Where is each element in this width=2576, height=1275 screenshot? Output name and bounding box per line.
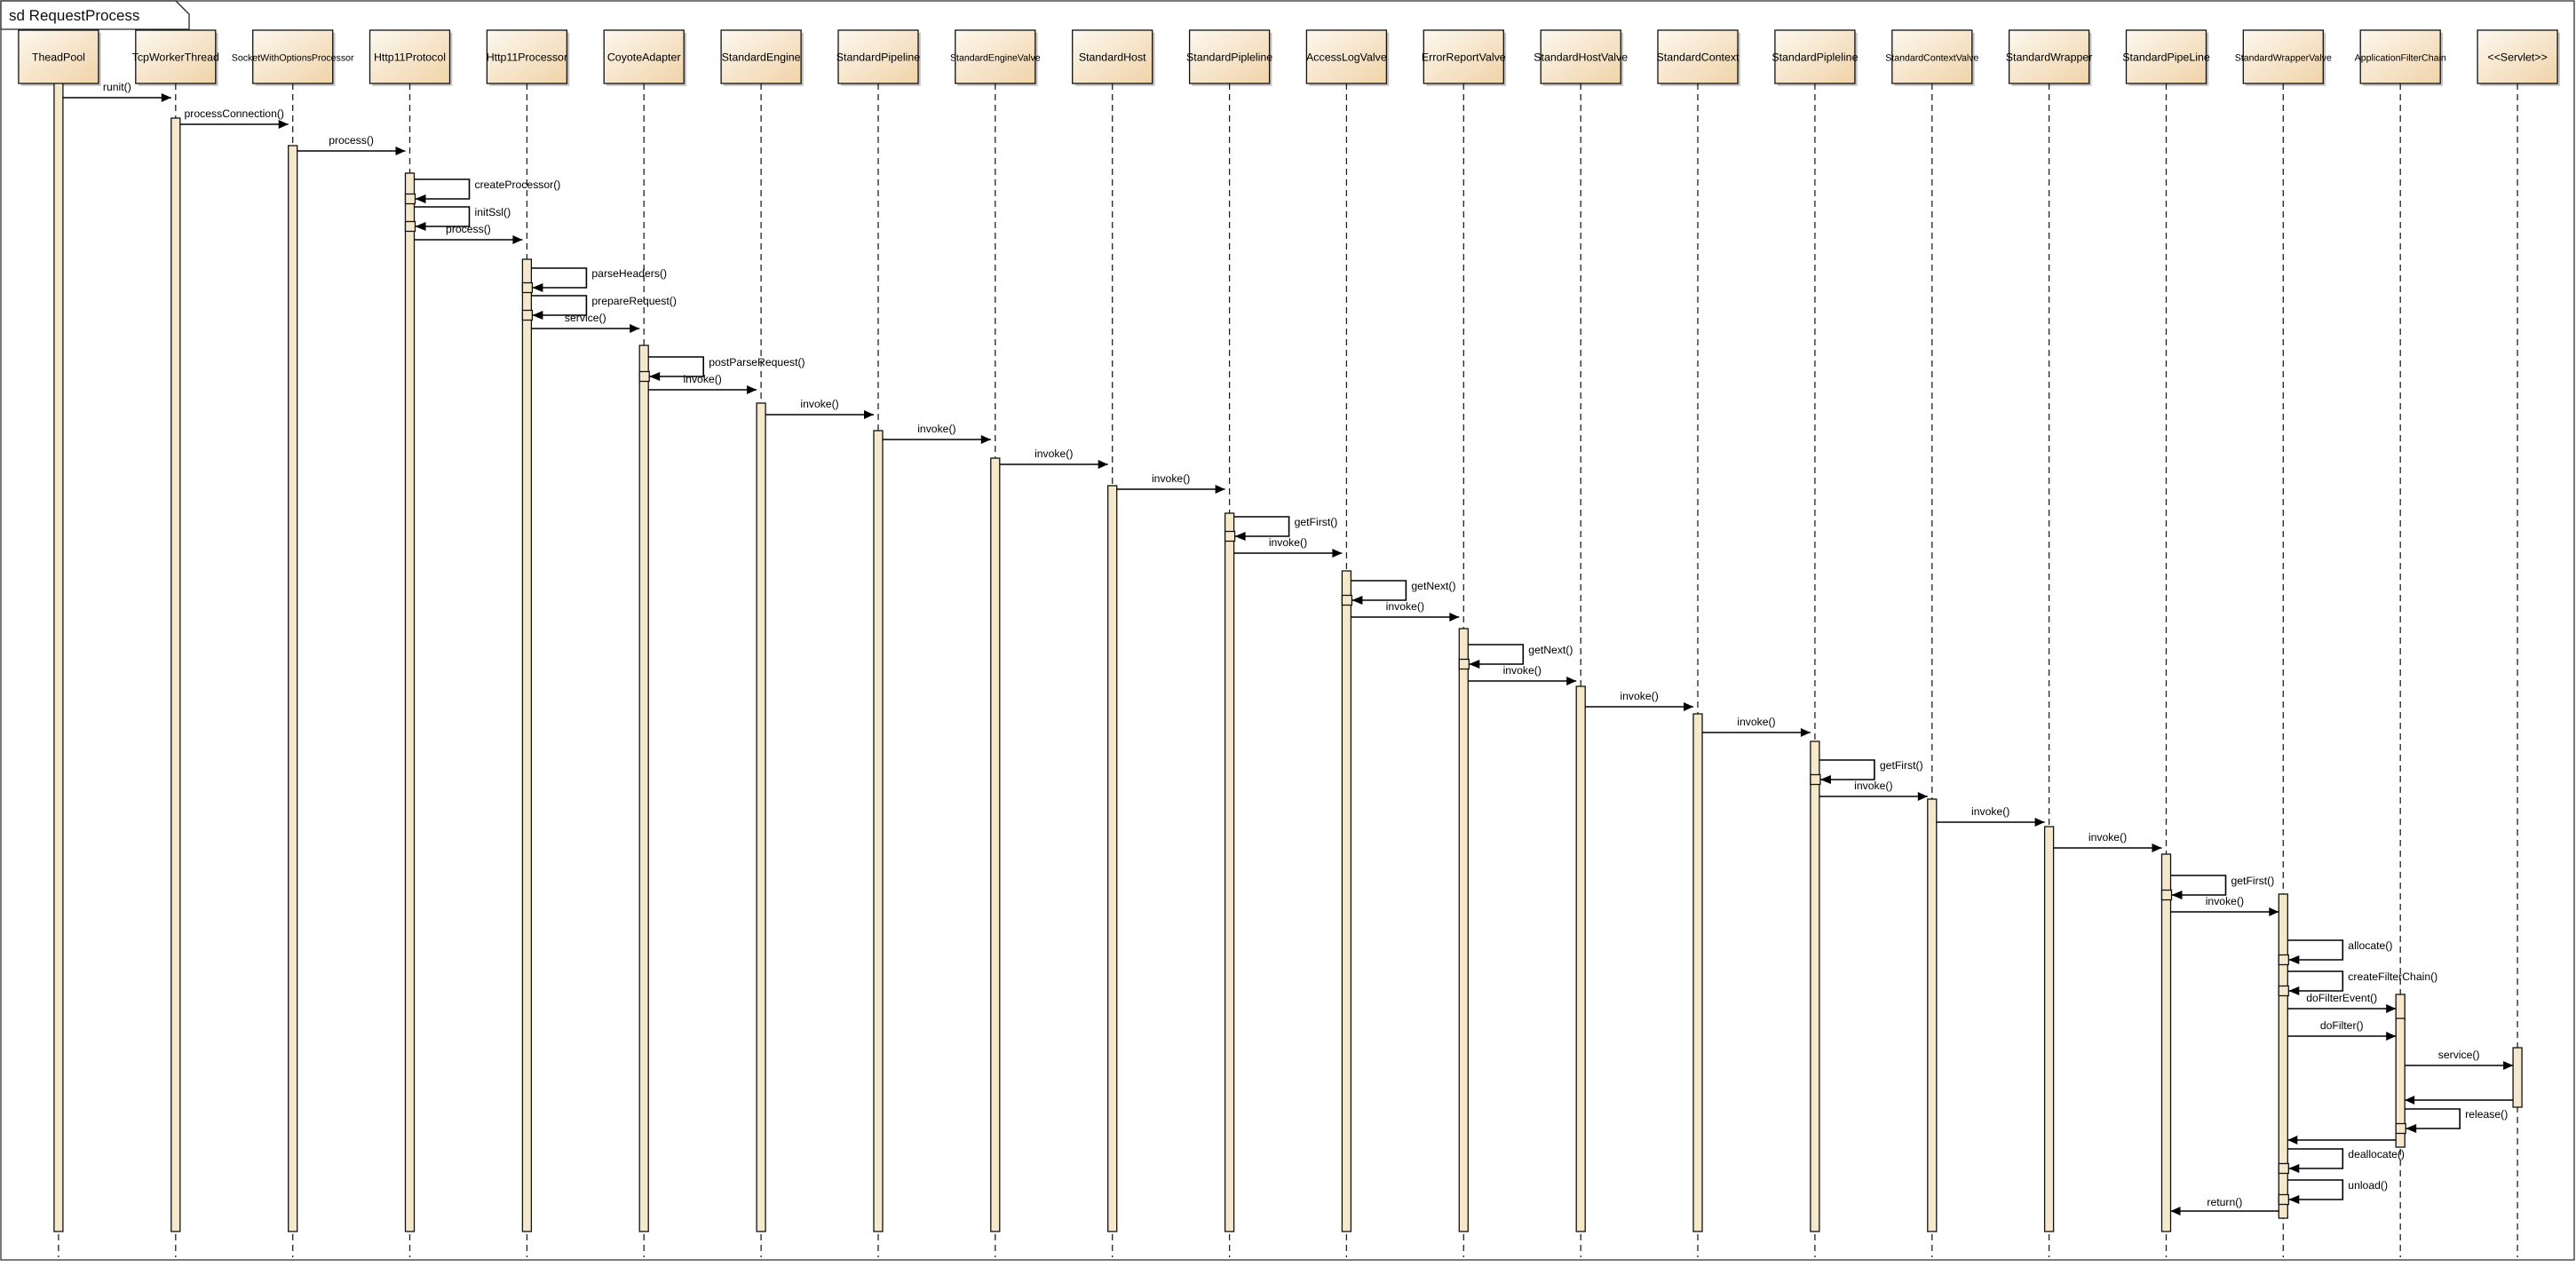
svg-text:createFilterChain(): createFilterChain() (2348, 970, 2437, 983)
svg-text:invoke(): invoke() (917, 423, 955, 435)
svg-text:allocate(): allocate() (2348, 939, 2392, 952)
svg-text:AccessLogValve: AccessLogValve (1306, 51, 1387, 63)
svg-text:invoke(): invoke() (1854, 780, 1892, 792)
svg-text:<<Servlet>>: <<Servlet>> (2487, 51, 2548, 63)
svg-text:invoke(): invoke() (1971, 805, 2009, 818)
svg-text:CoyoteAdapter: CoyoteAdapter (607, 51, 681, 63)
svg-text:StandardPipeline: StandardPipeline (836, 51, 920, 63)
svg-text:service(): service() (565, 312, 606, 324)
svg-text:StandardPipleline: StandardPipleline (1186, 51, 1272, 63)
svg-text:doFilterEvent(): doFilterEvent() (2306, 992, 2377, 1004)
svg-text:ErrorReportValve: ErrorReportValve (1422, 51, 1506, 63)
svg-text:process(): process() (329, 134, 374, 147)
svg-text:StandardPipeLine: StandardPipeLine (2122, 51, 2210, 63)
svg-text:invoke(): invoke() (1620, 690, 1658, 702)
svg-text:release(): release() (2465, 1108, 2508, 1121)
svg-text:getFirst(): getFirst() (2231, 875, 2275, 887)
svg-text:TcpWorkerThread: TcpWorkerThread (132, 51, 219, 63)
svg-text:invoke(): invoke() (1737, 716, 1775, 728)
svg-text:invoke(): invoke() (683, 373, 721, 385)
svg-text:return(): return() (2207, 1196, 2242, 1208)
svg-text:invoke(): invoke() (1503, 664, 1542, 677)
svg-text:invoke(): invoke() (1269, 536, 1307, 549)
svg-text:initSsl(): initSsl() (475, 206, 511, 218)
svg-text:doFilter(): doFilter() (2320, 1019, 2364, 1032)
svg-text:invoke(): invoke() (1152, 472, 1190, 485)
svg-text:ApplicationFilterChain: ApplicationFilterChain (2355, 52, 2446, 63)
svg-text:StandardEngineValve: StandardEngineValve (950, 52, 1041, 63)
svg-text:StandardWrapper: StandardWrapper (2006, 51, 2093, 63)
svg-text:TheadPool: TheadPool (32, 51, 85, 63)
svg-text:invoke(): invoke() (1386, 600, 1424, 613)
svg-text:StandardContext: StandardContext (1657, 51, 1740, 63)
svg-text:StandardContextValve: StandardContextValve (1885, 52, 1978, 63)
svg-text:SocketWithOptionsProcessor: SocketWithOptionsProcessor (232, 52, 354, 63)
svg-text:Http11Processor: Http11Processor (487, 51, 567, 63)
svg-text:StandardWrapperValve: StandardWrapperValve (2235, 52, 2332, 63)
svg-text:service(): service() (2438, 1049, 2480, 1061)
svg-text:invoke(): invoke() (2089, 831, 2127, 843)
svg-text:getNext(): getNext() (1528, 644, 1573, 656)
svg-text:StandardPipleline: StandardPipleline (1771, 51, 1858, 63)
svg-text:invoke(): invoke() (1034, 447, 1073, 460)
svg-text:Http11Protocol: Http11Protocol (374, 51, 446, 63)
svg-text:runit(): runit() (103, 81, 131, 93)
svg-text:StandardHostValve: StandardHostValve (1534, 51, 1628, 63)
svg-text:getFirst(): getFirst() (1880, 759, 1923, 772)
svg-text:getNext(): getNext() (1411, 580, 1455, 592)
svg-text:sd RequestProcess: sd RequestProcess (9, 7, 139, 24)
svg-text:getFirst(): getFirst() (1295, 516, 1338, 528)
svg-text:postParseRequest(): postParseRequest() (709, 356, 805, 368)
svg-text:process(): process() (446, 223, 491, 235)
svg-text:StandardHost: StandardHost (1079, 51, 1146, 63)
svg-text:deallocate(): deallocate() (2348, 1148, 2405, 1160)
svg-text:createProcessor(): createProcessor() (475, 178, 561, 191)
svg-text:parseHeaders(): parseHeaders() (591, 267, 667, 280)
svg-text:processConnection(): processConnection() (185, 107, 284, 120)
svg-text:invoke(): invoke() (800, 398, 838, 410)
svg-text:unload(): unload() (2348, 1179, 2388, 1192)
svg-text:invoke(): invoke() (2206, 895, 2244, 907)
svg-text:prepareRequest(): prepareRequest() (591, 295, 677, 307)
svg-text:StandardEngine: StandardEngine (722, 51, 801, 63)
